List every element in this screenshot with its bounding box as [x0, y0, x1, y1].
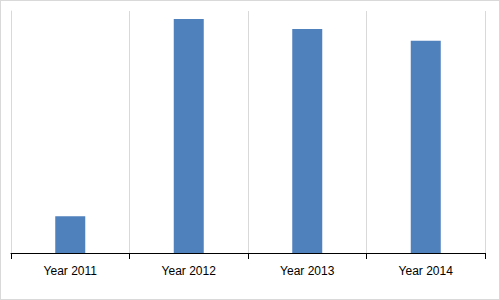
svg-text:Year 2012: Year 2012	[162, 264, 217, 278]
svg-text:Year 2013: Year 2013	[280, 264, 335, 278]
svg-text:Year 2011: Year 2011	[44, 264, 98, 278]
svg-text:Year 2014: Year 2014	[399, 264, 454, 278]
